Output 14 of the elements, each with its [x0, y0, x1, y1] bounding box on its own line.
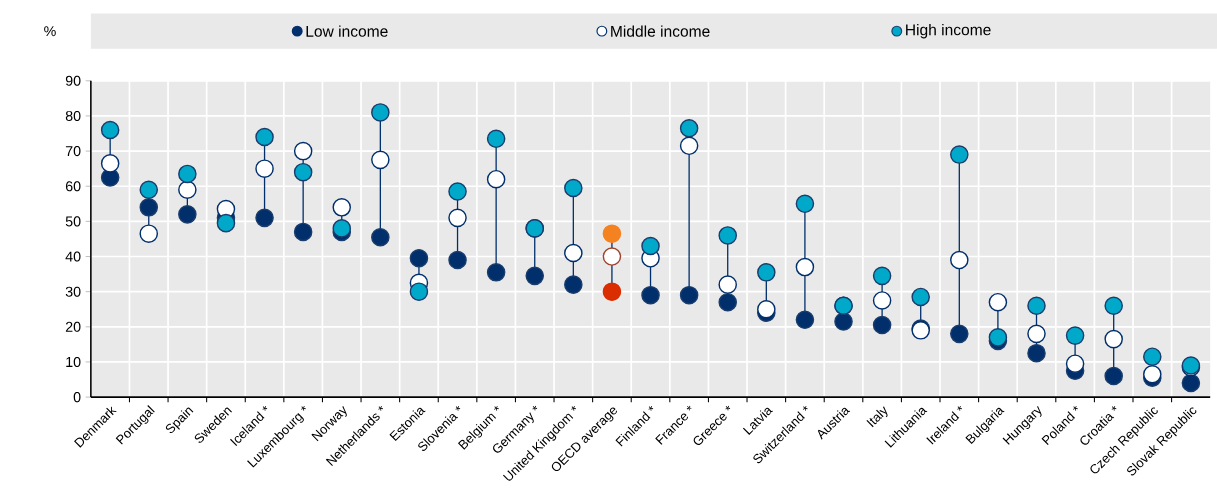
y-tick-label: 60 — [65, 181, 81, 192]
y-tick-label: 70 — [65, 145, 81, 157]
legend-label: Middle income — [611, 25, 710, 37]
legend-label: Low income — [306, 25, 388, 37]
legend-label: High income — [906, 23, 991, 39]
y-tick-label: 50 — [65, 216, 81, 227]
y-axis-title: % — [44, 26, 56, 37]
y-tick-label: 80 — [65, 110, 81, 121]
y-tick-label: 30 — [65, 286, 81, 297]
y-tick-label: 10 — [66, 356, 81, 367]
y-tick-label: 40 — [65, 251, 81, 262]
y-tick-label: 20 — [65, 321, 81, 332]
y-tick-label: 0 — [73, 391, 81, 403]
y-tick-label: 90 — [65, 75, 81, 86]
